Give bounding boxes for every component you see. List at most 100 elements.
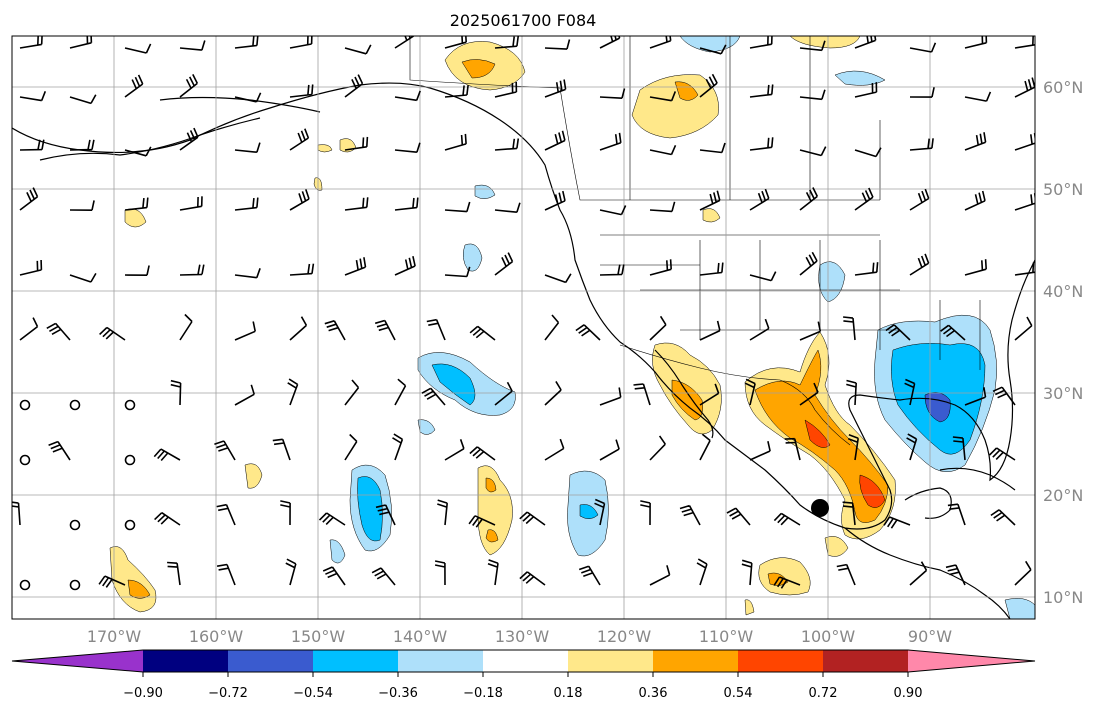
wind-barb xyxy=(179,264,205,276)
wind-barb xyxy=(179,74,199,98)
wind-barb xyxy=(344,197,369,211)
wind-barb xyxy=(434,560,446,586)
negative-anomaly-region xyxy=(818,261,846,303)
wind-barb xyxy=(909,188,930,211)
longitude-label: 140°W xyxy=(393,627,448,646)
wind-barb xyxy=(799,89,826,101)
wind-barb xyxy=(699,190,721,211)
wind-barb xyxy=(799,251,818,276)
wind-barb xyxy=(649,565,671,586)
map-frame xyxy=(11,35,1036,620)
calm-wind-marker xyxy=(69,399,81,411)
wind-barb xyxy=(344,44,372,55)
wind-barb xyxy=(544,79,567,98)
latitude-label: 30°N xyxy=(1043,384,1083,403)
wind-barb xyxy=(494,138,520,151)
calm-wind-marker xyxy=(124,454,136,466)
negative-anomaly-region xyxy=(579,504,599,519)
wind-barb xyxy=(544,273,572,284)
wind-barb xyxy=(854,147,882,158)
wind-barb xyxy=(153,448,181,462)
wind-barb xyxy=(964,190,986,211)
positive-anomaly-region xyxy=(744,599,755,616)
wind-barb xyxy=(234,36,259,49)
us-state-lines xyxy=(600,234,981,370)
wind-barb xyxy=(289,316,308,341)
wind-barb xyxy=(494,252,514,276)
wind-barb xyxy=(599,387,622,406)
wind-barb xyxy=(234,142,261,153)
wind-barb xyxy=(544,314,560,341)
wind-barb xyxy=(885,324,911,341)
wind-barb xyxy=(749,271,777,282)
colorbar xyxy=(11,649,1036,673)
colorbar-segment xyxy=(568,650,653,672)
wind-barb xyxy=(964,36,988,49)
longitude-label: 160°W xyxy=(189,627,244,646)
wind-barb xyxy=(633,383,651,406)
wind-barb xyxy=(906,433,918,461)
wind-barb xyxy=(749,36,773,49)
colorbar-segment xyxy=(228,650,313,672)
colorbar-extend-min xyxy=(12,650,143,672)
wind-barb xyxy=(799,187,819,211)
wind-barb xyxy=(426,318,446,341)
positive-anomaly-region xyxy=(631,74,719,139)
positive-anomaly-region xyxy=(485,477,499,543)
aleutian-islands xyxy=(39,117,261,161)
wind-barb xyxy=(726,507,751,526)
wind-barb xyxy=(19,139,45,151)
longitude-label: 110°W xyxy=(699,627,754,646)
wind-barb xyxy=(843,316,856,341)
wind-barb xyxy=(679,504,701,526)
wind-barb xyxy=(48,440,71,461)
wind-barb xyxy=(322,566,346,586)
wind-barb xyxy=(179,313,193,341)
negative-anomaly-region xyxy=(357,476,383,542)
wind-barb xyxy=(98,575,126,588)
wind-barb xyxy=(69,272,97,283)
colorbar-tick-label: 0.72 xyxy=(809,686,838,701)
wind-barb xyxy=(289,189,310,211)
calm-wind-marker xyxy=(19,399,31,411)
cuba xyxy=(939,467,1016,491)
wind-barb xyxy=(69,139,95,151)
wind-barb xyxy=(214,440,236,461)
wind-barb xyxy=(854,187,874,211)
wind-barb xyxy=(374,319,396,341)
wind-barb xyxy=(19,187,39,211)
wind-barb xyxy=(468,515,496,528)
wind-barb xyxy=(940,324,966,341)
wind-barb xyxy=(990,509,1016,526)
wind-barb xyxy=(234,268,261,279)
wind-barb xyxy=(167,561,181,586)
figure-title: 2025061700 F084 xyxy=(450,11,597,30)
calm-wind-marker xyxy=(19,454,31,466)
latitude-label: 40°N xyxy=(1043,282,1083,301)
colorbar-tick-label: −0.54 xyxy=(293,686,333,701)
wind-barb xyxy=(444,439,465,461)
wind-barb xyxy=(494,381,513,406)
wind-barb xyxy=(799,146,827,157)
wind-barb xyxy=(318,512,346,526)
wind-barb xyxy=(124,74,144,98)
calm-wind-marker xyxy=(124,519,136,531)
wind-barb xyxy=(344,257,367,276)
positive-anomaly-region xyxy=(758,557,811,596)
wind-barb xyxy=(444,201,471,213)
wind-barb xyxy=(392,433,404,461)
wind-barb xyxy=(19,91,47,102)
colorbar-tick-label: 0.54 xyxy=(724,686,753,701)
wind-barb xyxy=(394,256,416,276)
negative-anomaly-region xyxy=(417,419,436,435)
wind-barb xyxy=(494,202,521,213)
wind-barb xyxy=(324,320,346,341)
positive-anomaly-region xyxy=(674,81,699,101)
central-america-coast xyxy=(844,527,1011,619)
wind-barb xyxy=(344,379,360,406)
longitude-label: 100°W xyxy=(801,627,856,646)
wind-barb xyxy=(344,433,358,461)
wind-barb xyxy=(544,130,566,151)
wind-barb xyxy=(289,128,310,151)
wind-barb xyxy=(494,81,518,98)
